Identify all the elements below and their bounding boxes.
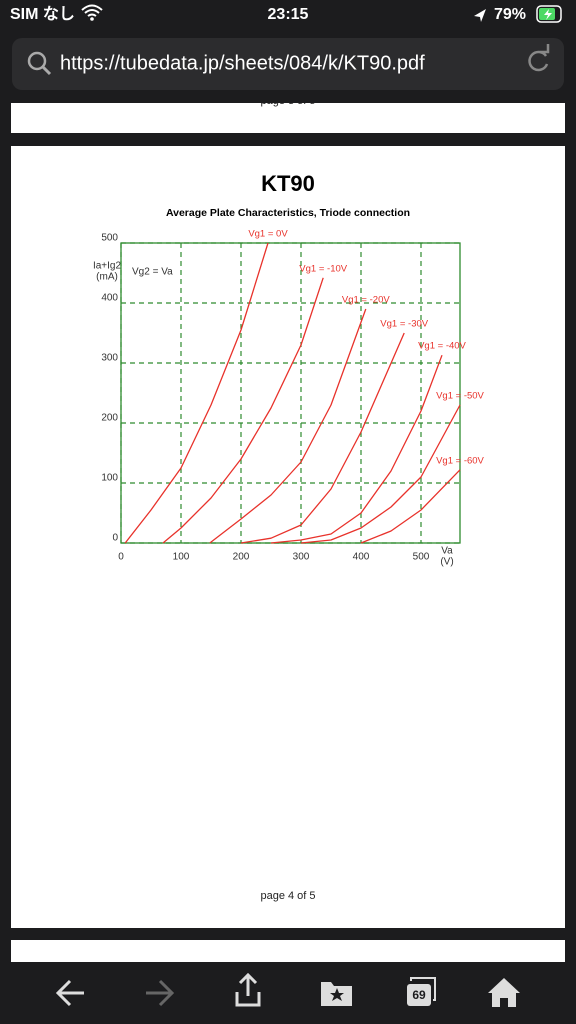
curve-label: Vg1 = -10V — [299, 263, 347, 274]
y-tick-label: 200 — [101, 413, 118, 424]
y-tick-label: 500 — [101, 233, 118, 244]
back-button[interactable] — [55, 979, 84, 1007]
tabs-stack — [410, 977, 436, 1001]
x-axis-label: Va — [441, 546, 453, 557]
battery-text: 79% — [494, 6, 526, 23]
reload-arrow — [540, 44, 550, 54]
battery-outline — [536, 5, 562, 23]
x-tick-label: 400 — [353, 552, 370, 563]
curve-label: Vg1 = -60V — [436, 455, 484, 466]
curve — [270, 354, 443, 544]
tabs-button[interactable] — [407, 984, 431, 1006]
curve-label: Vg1 = -30V — [380, 319, 428, 330]
carrier: SIM なし — [10, 5, 75, 23]
search-icon — [27, 51, 47, 71]
curve-label: Vg1 = 0V — [248, 229, 288, 240]
address-bar-shadow — [0, 90, 576, 103]
y-tick-label: 100 — [101, 473, 118, 484]
next-page — [11, 940, 565, 962]
home-button[interactable] — [488, 978, 520, 1007]
address-bar[interactable] — [12, 38, 564, 90]
forward-button[interactable] — [146, 979, 175, 1007]
page-footer: page 4 of 5 — [260, 890, 315, 902]
curve — [162, 277, 324, 544]
curve — [240, 332, 405, 544]
bookmark-star — [330, 988, 344, 1001]
curve — [124, 242, 269, 544]
y-axis-unit: (mA) — [96, 272, 118, 283]
wifi-icon — [81, 4, 103, 17]
chart-title: KT90 — [261, 171, 315, 196]
search-handle — [41, 65, 52, 76]
x-tick-label: 100 — [173, 552, 190, 563]
x-tick-label: 0 — [118, 552, 124, 563]
curve-label: Vg1 = -50V — [436, 391, 484, 402]
charging-icon — [544, 9, 552, 20]
plot-border — [120, 242, 461, 544]
chart-subtitle: Average Plate Characteristics, Triode co… — [166, 207, 410, 219]
x-axis-unit: (V) — [440, 557, 453, 568]
curve — [300, 404, 461, 544]
curve-label: Vg1 = -20V — [342, 295, 390, 306]
url[interactable]: https://tubedata.jp/sheets/084/k/KT90.pd… — [60, 52, 425, 74]
clock: 23:15 — [268, 6, 309, 23]
annotation: Vg2 = Va — [132, 267, 173, 278]
curve-label: Vg1 = -40V — [418, 341, 466, 352]
wifi-dot — [90, 17, 94, 21]
y-tick-label: 300 — [101, 353, 118, 364]
x-tick-label: 300 — [293, 552, 310, 563]
tab-count: 69 — [412, 988, 426, 1002]
curve — [209, 308, 367, 544]
y-tick-label: 400 — [101, 293, 118, 304]
share-button[interactable] — [235, 972, 261, 1007]
curve — [360, 469, 461, 544]
y-axis-label: Ia+Ig2 — [93, 261, 122, 272]
x-tick-label: 500 — [413, 552, 430, 563]
y-tick-label: 0 — [112, 533, 118, 544]
plot: 0 100 200 300 400 500 0 100 200 300 400 500 Vg1 = 0V… — [101, 229, 484, 563]
pdf-page — [11, 146, 565, 928]
toolbar — [0, 962, 576, 1024]
location-icon — [474, 9, 486, 22]
x-tick-label: 200 — [233, 552, 250, 563]
